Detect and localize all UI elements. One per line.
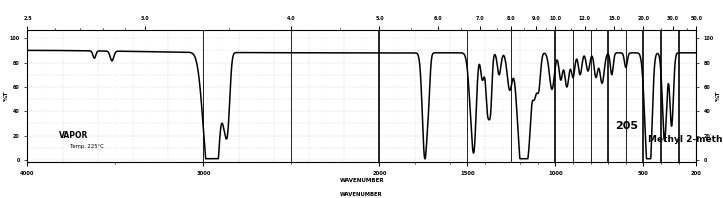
Text: WAVENUMBER: WAVENUMBER bbox=[340, 192, 383, 197]
Text: VAPOR: VAPOR bbox=[59, 131, 88, 140]
Text: Methyl 2-methylbutyrate: Methyl 2-methylbutyrate bbox=[648, 135, 723, 144]
Y-axis label: %T: %T bbox=[715, 91, 720, 101]
Text: 205: 205 bbox=[615, 122, 638, 131]
Y-axis label: %T: %T bbox=[4, 91, 9, 101]
Text: Temp. 225°C: Temp. 225°C bbox=[69, 144, 103, 149]
X-axis label: WAVENUMBER: WAVENUMBER bbox=[340, 178, 384, 183]
